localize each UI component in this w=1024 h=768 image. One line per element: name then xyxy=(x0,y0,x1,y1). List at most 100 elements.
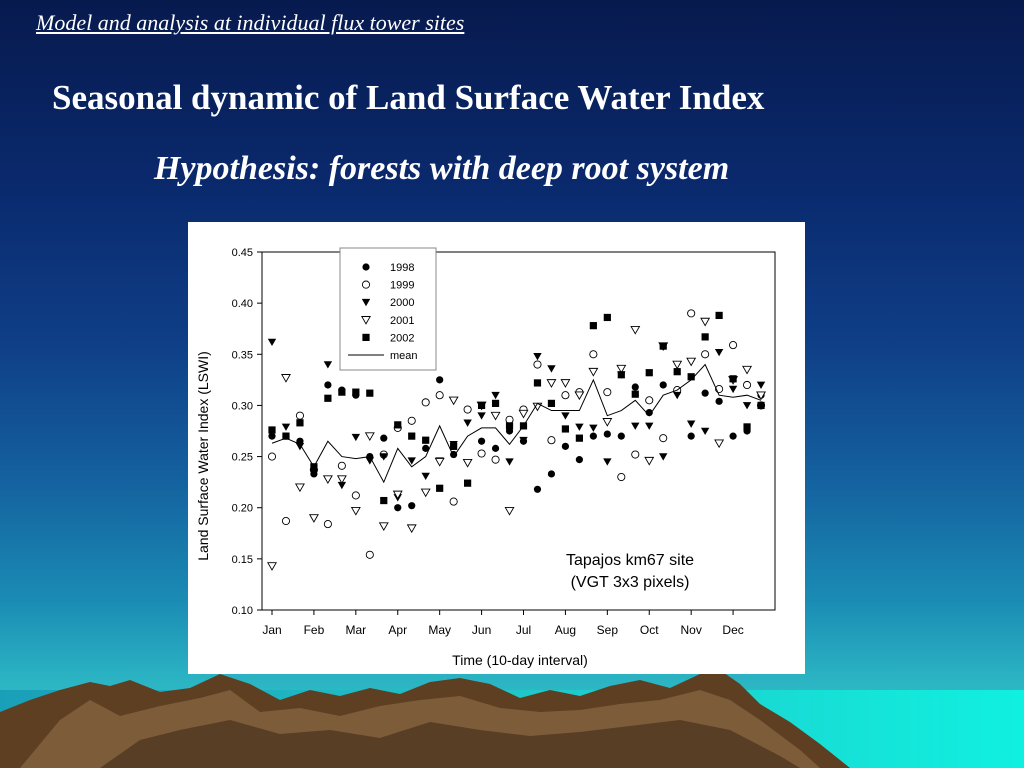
data-point-2002 xyxy=(589,322,597,330)
data-point-1998 xyxy=(268,432,276,440)
data-point-2002 xyxy=(673,368,681,376)
data-point-2002 xyxy=(436,484,444,492)
data-point-2001 xyxy=(280,374,291,383)
x-tick-label: May xyxy=(428,623,451,637)
data-point-2001 xyxy=(392,490,403,500)
data-point-1998 xyxy=(575,456,583,464)
data-point-1999 xyxy=(491,455,500,464)
data-point-1999 xyxy=(337,461,346,470)
data-point-2002 xyxy=(477,401,486,410)
data-point-2002 xyxy=(366,389,374,397)
legend-label: 2000 xyxy=(390,297,414,309)
x-tick-label: Feb xyxy=(304,623,325,637)
data-point-2000 xyxy=(407,457,416,465)
data-point-2002 xyxy=(729,375,737,383)
data-point-2002 xyxy=(715,311,723,320)
data-point-1999 xyxy=(477,449,486,458)
data-point-2001 xyxy=(616,364,627,374)
data-point-1999 xyxy=(267,452,277,461)
data-point-1999 xyxy=(547,436,556,445)
data-point-2000 xyxy=(295,443,305,451)
data-point-2002 xyxy=(324,394,332,402)
data-point-2001 xyxy=(700,317,711,327)
lswi-scatter-chart: 0.10 0.15 0.20 0.25 0.30 0.35 0.40 0.45 Jan Feb Ma… xyxy=(195,247,776,668)
data-point-2000 xyxy=(323,361,333,369)
data-point-1998 xyxy=(324,381,332,389)
data-point-1998 xyxy=(422,444,430,452)
data-point-1999 xyxy=(295,411,304,420)
x-tick-label: Oct xyxy=(640,623,659,637)
data-point-1998 xyxy=(561,442,570,450)
data-point-2002 xyxy=(687,373,695,381)
data-point-1998 xyxy=(589,432,597,440)
data-point-2001 xyxy=(308,514,319,523)
data-point-2002 xyxy=(422,436,430,444)
series-2000 xyxy=(267,338,766,502)
legend-swatch-2000 xyxy=(361,298,371,307)
data-point-2002 xyxy=(268,426,276,434)
data-point-2000 xyxy=(281,423,291,431)
data-point-2000 xyxy=(714,348,724,357)
legend-box xyxy=(339,247,437,371)
legend-swatch-2001 xyxy=(361,316,371,325)
data-point-2002 xyxy=(408,432,416,440)
data-point-2001 xyxy=(602,418,613,427)
data-point-1998 xyxy=(394,504,402,512)
data-point-2001 xyxy=(420,488,431,498)
y-axis-label: Land Surface Water Index (LSWI) xyxy=(195,351,211,561)
data-point-2002 xyxy=(631,390,639,398)
series-mean xyxy=(271,363,762,484)
legend-swatch-1999 xyxy=(361,280,371,289)
data-point-1999 xyxy=(533,360,542,369)
data-point-2000 xyxy=(519,436,528,445)
legend-swatch-2002 xyxy=(362,333,370,341)
data-point-1999 xyxy=(603,388,612,397)
data-point-2002 xyxy=(547,399,556,407)
data-point-2002 xyxy=(757,401,765,410)
data-point-2000 xyxy=(351,433,361,442)
data-point-1998 xyxy=(380,434,388,442)
data-point-2000 xyxy=(659,453,668,461)
y-tick-label: 0.30 xyxy=(232,400,253,412)
hypothesis-text: Hypothesis: forests with deep root syste… xyxy=(154,150,730,187)
legend-entry-2002: 2002 xyxy=(362,332,414,344)
data-point-2000 xyxy=(686,420,696,428)
legend-entry-2001: 2001 xyxy=(361,315,414,327)
data-point-2002 xyxy=(352,388,360,396)
data-point-2001 xyxy=(462,458,473,468)
data-point-1998 xyxy=(436,376,444,384)
data-point-2001 xyxy=(322,475,333,484)
data-point-2002 xyxy=(394,421,402,429)
data-point-2001 xyxy=(267,562,277,571)
data-point-1999 xyxy=(729,341,738,350)
legend-entry-1998: 1998 xyxy=(362,262,414,274)
data-point-1998 xyxy=(477,437,486,445)
mean-line xyxy=(271,363,762,484)
x-tick-label: Jul xyxy=(516,623,531,637)
data-point-1998 xyxy=(408,502,416,510)
data-point-2000 xyxy=(631,422,640,430)
data-point-2000 xyxy=(547,365,556,373)
data-point-1999 xyxy=(463,405,472,414)
data-point-2002 xyxy=(575,434,583,442)
x-tick-label: Sep xyxy=(597,623,619,637)
x-tick-label: Apr xyxy=(388,623,407,637)
series-1999 xyxy=(267,309,766,559)
data-point-1999 xyxy=(449,497,458,506)
data-point-2001 xyxy=(406,524,417,534)
data-point-1999 xyxy=(365,550,374,559)
data-point-1999 xyxy=(323,520,332,529)
data-point-2000 xyxy=(645,422,654,430)
plot-frame xyxy=(261,251,776,611)
data-point-1998 xyxy=(491,444,500,452)
data-point-1999 xyxy=(561,391,570,400)
data-point-1999 xyxy=(435,391,444,400)
data-point-2001 xyxy=(588,367,599,377)
data-point-2001 xyxy=(560,379,571,388)
x-axis-label: Time (10-day interval) xyxy=(452,652,588,668)
legend-label: 2002 xyxy=(390,332,414,344)
x-tick-label: Nov xyxy=(680,623,701,637)
y-tick-label: 0.45 xyxy=(232,247,253,259)
y-tick-label: 0.35 xyxy=(232,349,253,361)
data-point-2001 xyxy=(644,456,655,466)
